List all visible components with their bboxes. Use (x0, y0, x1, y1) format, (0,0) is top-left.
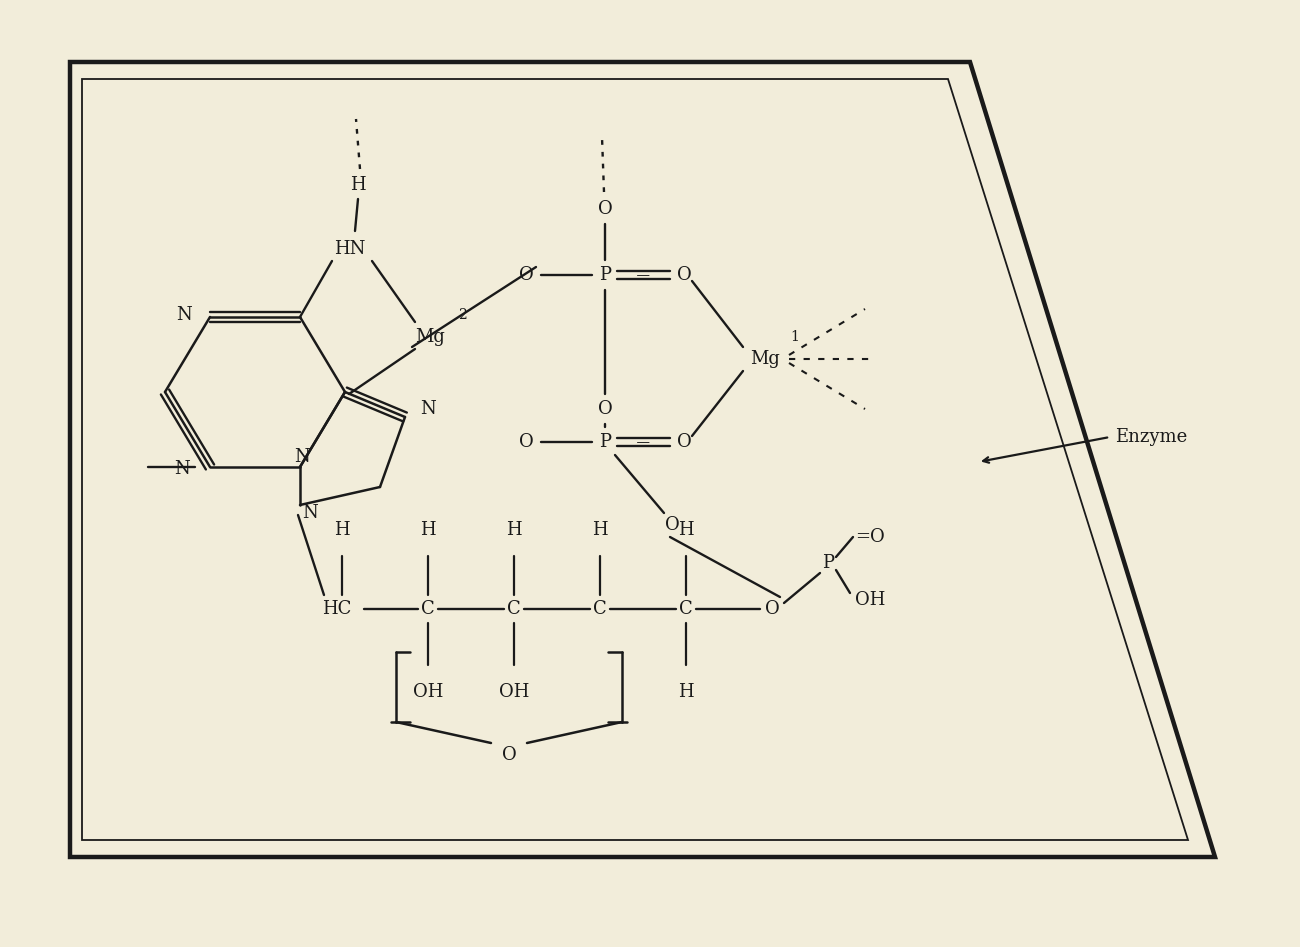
Text: O: O (764, 600, 780, 618)
Text: O: O (519, 266, 533, 284)
Text: H: H (679, 521, 694, 539)
Text: C: C (593, 600, 607, 618)
Text: N: N (294, 448, 309, 466)
Text: =O: =O (855, 528, 885, 546)
Text: H: H (506, 521, 521, 539)
Text: H: H (593, 521, 608, 539)
Text: C: C (507, 600, 521, 618)
Text: O: O (598, 400, 612, 418)
Text: N: N (302, 504, 318, 522)
Text: Mg: Mg (415, 328, 445, 346)
Text: HC: HC (322, 600, 352, 618)
Text: Mg: Mg (750, 350, 780, 368)
Text: P: P (599, 266, 611, 284)
Text: C: C (679, 600, 693, 618)
Text: C: C (421, 600, 436, 618)
Text: O: O (676, 433, 692, 451)
Text: OH: OH (413, 683, 443, 701)
Text: P: P (822, 554, 835, 572)
Text: Enzyme: Enzyme (1115, 428, 1187, 446)
Text: H: H (350, 176, 365, 194)
Text: OH: OH (855, 591, 885, 609)
Text: O: O (502, 746, 516, 764)
Text: O: O (676, 266, 692, 284)
Text: 1: 1 (790, 330, 800, 344)
Text: N: N (174, 460, 190, 478)
Text: H: H (334, 521, 350, 539)
Text: O: O (664, 516, 680, 534)
Text: =: = (634, 433, 651, 451)
Text: H: H (420, 521, 436, 539)
Text: 2: 2 (458, 308, 467, 322)
Text: P: P (599, 433, 611, 451)
Polygon shape (70, 62, 1216, 857)
Text: N: N (177, 306, 192, 324)
Text: HN: HN (334, 240, 365, 258)
Text: O: O (598, 200, 612, 218)
Text: N: N (420, 400, 436, 418)
Text: OH: OH (499, 683, 529, 701)
Text: =: = (634, 266, 651, 284)
Text: H: H (679, 683, 694, 701)
Text: O: O (519, 433, 533, 451)
